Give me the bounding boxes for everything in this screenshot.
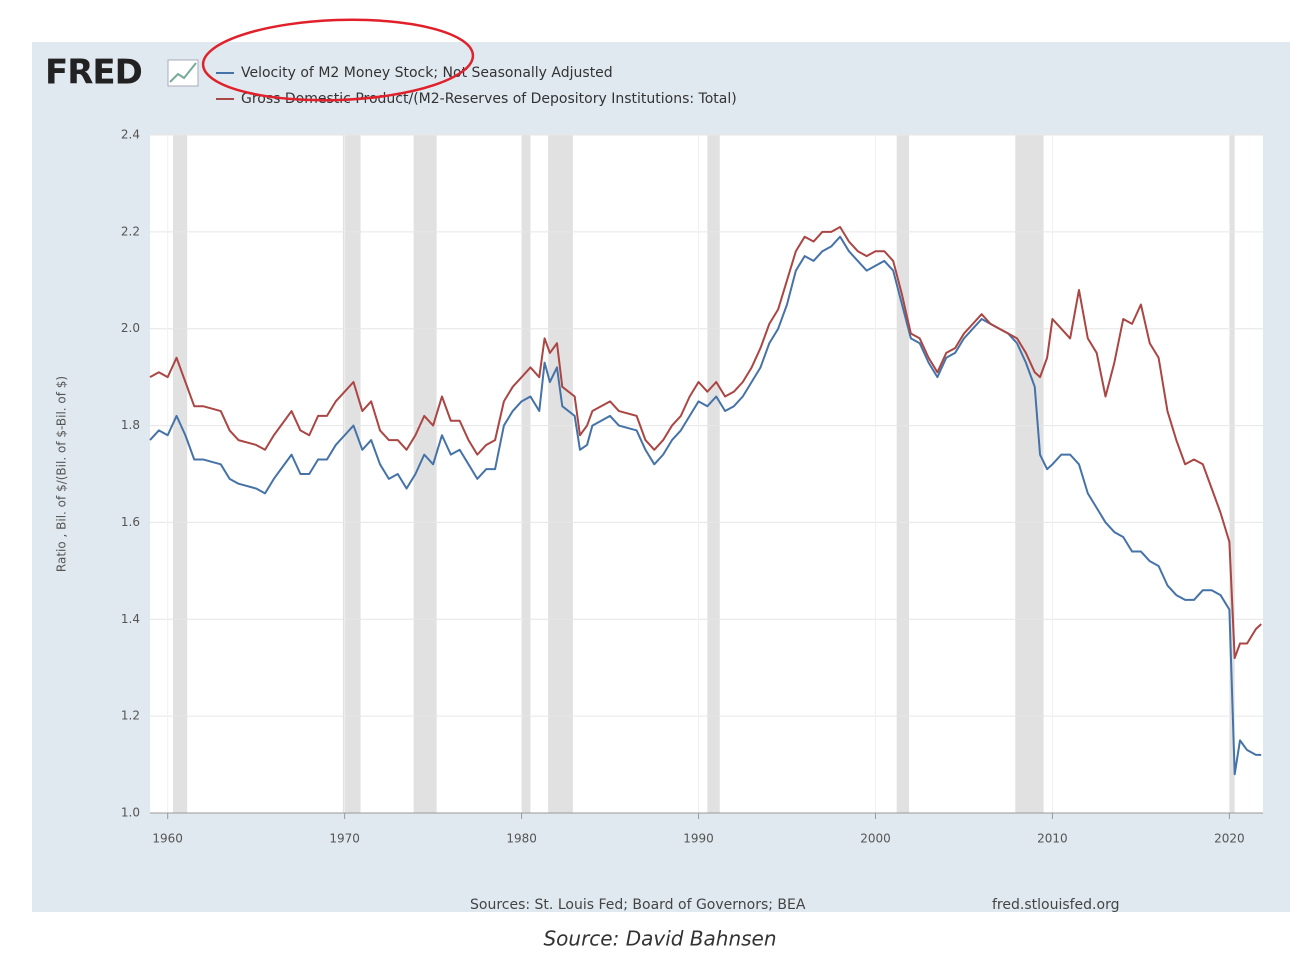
x-tick-label: 1960 bbox=[152, 832, 183, 846]
recession-band bbox=[548, 135, 573, 813]
lines bbox=[149, 226, 1262, 776]
recession-band bbox=[896, 135, 910, 813]
recessions bbox=[173, 135, 1235, 813]
y-tick-label: 1.4 bbox=[121, 612, 140, 626]
recession-band bbox=[707, 135, 720, 813]
x-tick-label: 1970 bbox=[329, 832, 360, 846]
recession-band bbox=[413, 135, 437, 813]
y-tick-label: 1.0 bbox=[121, 806, 140, 820]
recession-band bbox=[1015, 135, 1044, 813]
x-tick-label: 2000 bbox=[860, 832, 891, 846]
recession-band bbox=[173, 135, 188, 813]
logo: FRED bbox=[45, 53, 142, 93]
x-tick-label: 2020 bbox=[1214, 832, 1245, 846]
y-tick-label: 1.8 bbox=[121, 418, 140, 432]
y-axis-label: Ratio , Bil. of $/(Bil. of $-Bil. of $) bbox=[55, 376, 69, 572]
legend: Velocity of M2 Money Stock; Not Seasonal… bbox=[216, 65, 737, 107]
logo-icon bbox=[167, 59, 199, 87]
recession-band bbox=[521, 135, 531, 813]
panel-content: FRED Sources: St. Louis Fed; Board of Go… bbox=[45, 53, 1263, 913]
y-tick-label: 2.2 bbox=[121, 224, 140, 238]
x-tick-label: 1990 bbox=[683, 832, 714, 846]
x-tick-label: 2010 bbox=[1037, 832, 1068, 846]
legend-label: Gross Domestic Product/(M2-Reserves of D… bbox=[241, 91, 737, 107]
y-tick-label: 1.2 bbox=[121, 709, 140, 723]
recession-band bbox=[1229, 135, 1235, 813]
series-line bbox=[149, 226, 1262, 660]
y-tick-label: 1.6 bbox=[121, 515, 140, 529]
x-tick-label: 1980 bbox=[506, 832, 537, 846]
caption: Source: David Bahnsen bbox=[543, 927, 776, 951]
legend-label: Velocity of M2 Money Stock; Not Seasonal… bbox=[241, 65, 613, 81]
y-tick-label: 2.0 bbox=[121, 321, 140, 335]
y-tick-label: 2.4 bbox=[121, 128, 140, 142]
site: fred.stlouisfed.org bbox=[992, 897, 1119, 913]
plot-area bbox=[150, 135, 1263, 813]
source: Sources: St. Louis Fed; Board of Governo… bbox=[470, 897, 806, 913]
series-line bbox=[149, 235, 1262, 776]
annotation-circle bbox=[201, 18, 475, 102]
recession-band bbox=[342, 135, 361, 813]
